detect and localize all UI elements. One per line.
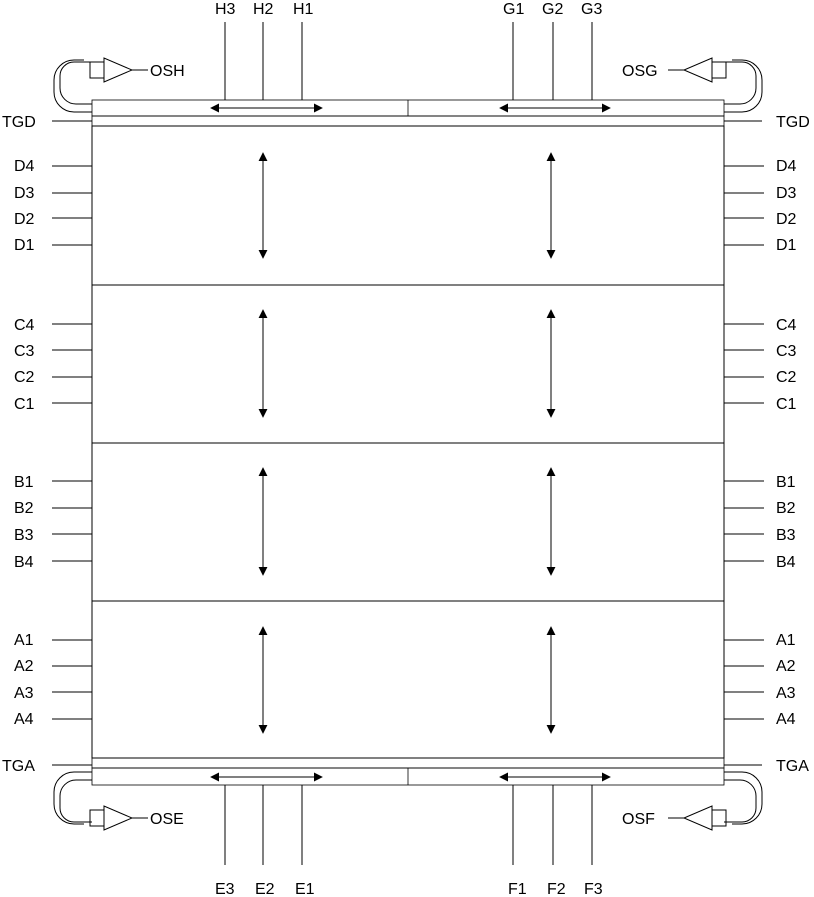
pin-b1-left-label: B1	[14, 474, 34, 491]
pin-f3-label: F3	[584, 881, 603, 897]
osf-amplifier-triangle	[682, 805, 713, 831]
pin-h1-label: H1	[293, 1, 314, 18]
top-transfer-gate-body	[91, 115, 725, 127]
pin-c2-left-label: C2	[14, 369, 35, 386]
pin-h2-label: H2	[253, 1, 274, 18]
tgd-left-label: TGD	[2, 114, 36, 131]
pin-a1-left-label: A1	[14, 632, 34, 649]
vertical-arrows	[258, 152, 556, 734]
pin-b3-left-label: B3	[14, 527, 34, 544]
ose-buffer	[89, 809, 105, 827]
pin-d2-left-label: D2	[14, 211, 35, 228]
osg-label: OSG	[622, 63, 658, 80]
pin-a2-right-label: A2	[776, 658, 796, 675]
pin-g1-label: G1	[503, 1, 524, 18]
output-amplifier-ose: OSE	[53, 771, 184, 831]
pin-b2-right-label: B2	[776, 500, 796, 517]
top-register	[91, 99, 725, 117]
pin-d4-left-label: D4	[14, 158, 35, 175]
pin-d4-right-label: D4	[776, 158, 797, 175]
pin-b4-right-label: B4	[776, 554, 796, 571]
pin-b4-left-label: B4	[14, 554, 34, 571]
pin-h3-label: H3	[215, 1, 236, 18]
pin-a3-right-label: A3	[776, 685, 796, 702]
pin-c4-left-label: C4	[14, 317, 35, 334]
pin-e2-label: E2	[255, 881, 275, 897]
pin-a4-right-label: A4	[776, 711, 796, 728]
output-amplifier-osg: OSG	[622, 57, 763, 113]
osh-label: OSH	[150, 63, 185, 80]
imaging-area	[91, 125, 725, 759]
pin-a4-left-label: A4	[14, 711, 34, 728]
osf-loop	[724, 771, 763, 825]
pin-c2-right-label: C2	[776, 369, 797, 386]
pin-d3-left-label: D3	[14, 185, 35, 202]
osf-outer-lead	[724, 779, 757, 823]
pin-f2-label: F2	[547, 881, 566, 897]
pin-d3-right-label: D3	[776, 185, 797, 202]
osf-buffer	[711, 809, 727, 827]
pin-e1-label: E1	[295, 881, 315, 897]
imaging-area-frame	[91, 125, 725, 759]
osh-loop	[53, 59, 92, 113]
pin-e3-label: E3	[215, 881, 235, 897]
ose-amplifier-triangle	[103, 805, 134, 831]
pin-b1-right-label: B1	[776, 474, 796, 491]
ose-loop	[53, 771, 92, 825]
pin-c1-right-label: C1	[776, 396, 797, 413]
ose-outer-lead	[59, 779, 92, 823]
tga-left-label: TGA	[2, 758, 35, 775]
osh-outer-lead	[59, 61, 92, 105]
pin-a1-right-label: A1	[776, 632, 796, 649]
tgd-right-label: TGD	[776, 114, 810, 131]
pin-d2-right-label: D2	[776, 211, 797, 228]
pin-d1-right-label: D1	[776, 237, 797, 254]
pin-a3-left-label: A3	[14, 685, 34, 702]
osg-loop	[724, 59, 763, 113]
output-amplifier-osh: OSH	[53, 57, 185, 113]
bottom-transfer-gate-body	[91, 757, 725, 769]
osf-label: OSF	[622, 811, 655, 828]
pin-g2-label: G2	[542, 1, 563, 18]
pin-c3-right-label: C3	[776, 343, 797, 360]
osh-amplifier-triangle	[103, 57, 134, 83]
osg-outer-lead	[724, 61, 757, 105]
osh-buffer	[89, 61, 105, 79]
pin-c1-left-label: C1	[14, 396, 35, 413]
pin-c4-right-label: C4	[776, 317, 797, 334]
side-pins: D4 D3 D2 D1 D4 D3 D2 D1 C4 C3 C2 C1 C4 C…	[14, 158, 797, 728]
pin-g3-label: G3	[581, 1, 602, 18]
ose-label: OSE	[150, 811, 184, 828]
pin-b3-right-label: B3	[776, 527, 796, 544]
top-pins: H3 H2 H1 G1 G2 G3	[215, 1, 602, 100]
pin-d1-left-label: D1	[14, 237, 35, 254]
bottom-pins: E3 E2 E1 F1 F2 F3	[215, 785, 603, 897]
tga-right-label: TGA	[776, 758, 809, 775]
osg-buffer	[711, 61, 727, 79]
osg-amplifier-triangle	[682, 57, 713, 83]
top-transfer-gate: TGD TGD	[2, 114, 810, 131]
bottom-register	[91, 767, 725, 786]
pin-c3-left-label: C3	[14, 343, 35, 360]
output-amplifier-osf: OSF	[622, 771, 763, 831]
bottom-transfer-gate: TGA TGA	[2, 757, 809, 775]
pin-b2-left-label: B2	[14, 500, 34, 517]
pin-a2-left-label: A2	[14, 658, 34, 675]
pin-f1-label: F1	[508, 881, 527, 897]
